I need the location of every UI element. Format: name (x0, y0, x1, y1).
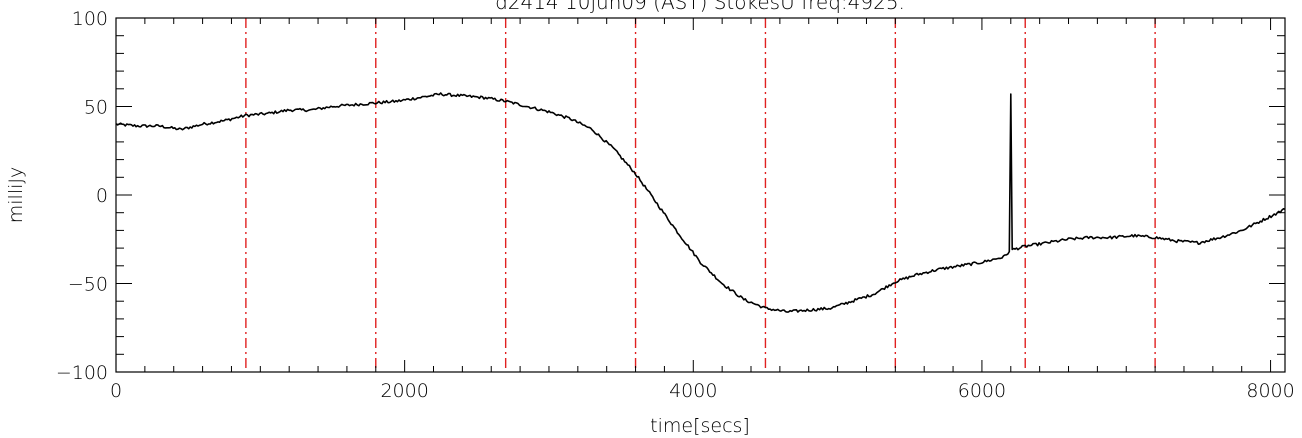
y-tick-label-1: −50 (68, 274, 108, 296)
x-tick-label-2: 4000 (669, 380, 717, 402)
y-axis-label: milliJy (5, 167, 27, 223)
chart-title: d2414 10jun09 (AST) StokesU freq:4925. (495, 0, 905, 14)
y-tick-label-4: 100 (72, 8, 108, 30)
plot-area: 0 2000 4000 6000 8000 −100 −50 0 50 100 (56, 8, 1295, 402)
x-tick-label-4: 8000 (1246, 380, 1294, 402)
x-tick-label-1: 2000 (380, 380, 428, 402)
y-tick-label-0: −100 (56, 362, 108, 384)
x-tick-label-0: 0 (110, 380, 122, 402)
series-line-0 (115, 92, 1286, 313)
x-tick-label-3: 6000 (958, 380, 1006, 402)
x-axis-label: time[secs] (650, 415, 750, 437)
plot-frame (115, 17, 1286, 373)
y-tick-label-3: 50 (84, 97, 108, 119)
y-tick-label-2: 0 (96, 185, 108, 207)
